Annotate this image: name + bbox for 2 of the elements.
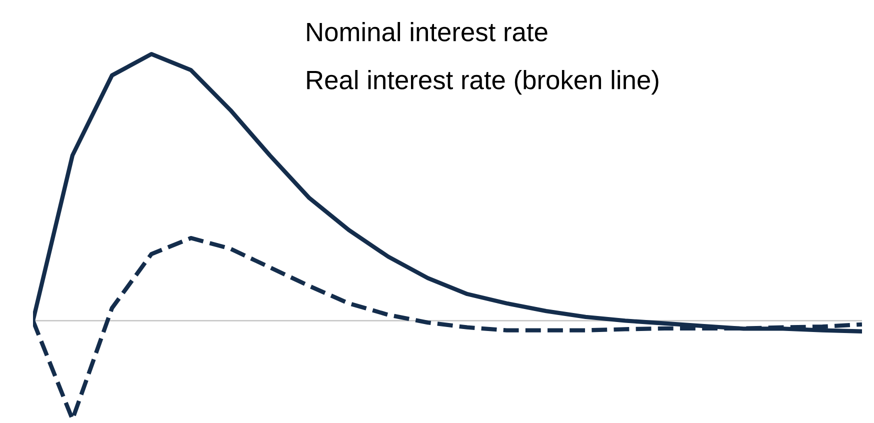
annotation: Real interest rate (broken line) (307, 70, 658, 95)
text: Nominal interest rate (307, 22, 548, 42)
